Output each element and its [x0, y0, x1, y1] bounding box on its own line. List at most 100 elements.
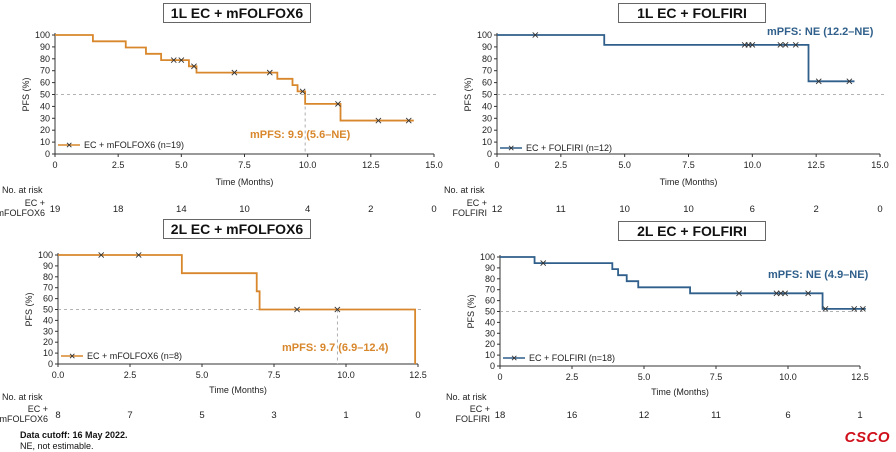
p1-censor-mark — [299, 88, 306, 95]
p4-x-tick-label: 12.5 — [851, 372, 869, 382]
p2-y-axis-label: PFS (%) — [463, 77, 473, 111]
p2-risk-count: 12 — [492, 204, 503, 215]
p3-y-tick-label: 80 — [43, 272, 53, 282]
p2-median-pfs-label: mPFS: NE (12.2–NE) — [767, 26, 874, 38]
p1-risk-arm-label: mFOLFOX6 — [0, 208, 45, 218]
p3-risk-arm-label: mFOLFOX6 — [0, 414, 48, 424]
p4-risk-arm-label: FOLFIRI — [455, 414, 490, 424]
p3-risk-count: 3 — [271, 410, 276, 421]
p4-censor-mark — [859, 305, 866, 312]
p4-y-tick-label: 50 — [485, 307, 495, 317]
p4-x-tick-label: 2.5 — [566, 372, 579, 382]
p1-median-pfs-label: mPFS: 9.9 (5.6–NE) — [250, 129, 351, 141]
p3-y-tick-label: 40 — [43, 315, 53, 325]
p3-y-tick-label: 70 — [43, 283, 53, 293]
p1-legend-censor-icon — [66, 142, 72, 148]
p3-risk-count: 0 — [415, 410, 420, 421]
p1-risk-count: 18 — [113, 204, 124, 215]
p4-y-tick-label: 0 — [490, 361, 495, 371]
p2-y-tick-label: 80 — [482, 54, 492, 64]
p4-risk-arm-label: EC + — [470, 404, 490, 414]
p3-y-tick-label: 60 — [43, 294, 53, 304]
p3-legend-censor-icon — [69, 353, 75, 359]
p3-y-tick-label: 10 — [43, 348, 53, 358]
p1-censor-mark — [178, 57, 185, 64]
p4-censor-mark — [540, 260, 547, 267]
p1-censor-mark — [191, 63, 197, 70]
panel-title-1l-folfiri: 1L EC + FOLFIRI — [618, 3, 766, 23]
p2-risk-count: 10 — [619, 204, 630, 215]
p2-y-tick-label: 20 — [482, 125, 492, 135]
p2-y-tick-label: 10 — [482, 137, 492, 147]
p4-x-tick-label: 7.5 — [710, 372, 723, 382]
p1-y-tick-label: 90 — [40, 42, 50, 52]
p3-x-axis-label: Time (Months) — [209, 385, 267, 395]
p3-x-tick-label: 12.5 — [409, 370, 427, 380]
p1-risk-count: 0 — [431, 204, 436, 215]
p3-censor-mark — [135, 252, 142, 258]
p4-y-tick-label: 100 — [480, 252, 495, 262]
p4-x-axis-label: Time (Months) — [651, 387, 709, 397]
p3-censor-mark — [334, 306, 341, 313]
ne-footnote: NE, not estimable. — [20, 441, 94, 451]
p2-censor-mark — [792, 41, 799, 48]
csco-logo: CSCO — [844, 429, 890, 446]
p2-legend-censor-icon — [508, 145, 514, 151]
p3-median-pfs-label: mPFS: 9.7 (6.9–12.4) — [282, 342, 389, 354]
p2-censor-mark — [777, 41, 784, 48]
p3-y-tick-label: 30 — [43, 326, 53, 336]
p4-legend-censor-icon — [511, 355, 517, 361]
p2-censor-mark — [749, 41, 756, 48]
p4-x-tick-label: 10.0 — [779, 372, 797, 382]
p1-x-tick-label: 7.5 — [238, 160, 251, 170]
p2-y-tick-label: 70 — [482, 66, 492, 76]
p2-censor-mark — [532, 32, 539, 38]
p1-y-tick-label: 40 — [40, 101, 50, 111]
p1-risk-count: 14 — [176, 204, 187, 215]
p1-y-tick-label: 10 — [40, 137, 50, 147]
p1-y-tick-label: 60 — [40, 78, 50, 88]
p4-censor-mark — [782, 290, 789, 297]
p2-legend-label: EC + FOLFIRI (n=12) — [526, 143, 612, 153]
p1-censor-mark — [231, 69, 238, 76]
p3-x-tick-label: 7.5 — [268, 370, 281, 380]
p2-x-tick-label: 12.5 — [807, 160, 825, 170]
p2-risk-arm-label: FOLFIRI — [452, 208, 487, 218]
p2-y-tick-label: 0 — [487, 149, 492, 159]
p1-censor-mark — [335, 100, 341, 107]
p3-x-tick-label: 10.0 — [337, 370, 355, 380]
p1-x-tick-label: 12.5 — [362, 160, 380, 170]
p1-x-tick-label: 5.0 — [175, 160, 188, 170]
p2-risk-title: No. at risk — [444, 185, 485, 195]
p4-censor-mark — [773, 290, 780, 297]
p2-x-tick-label: 5.0 — [618, 160, 631, 170]
p1-y-tick-label: 100 — [35, 30, 50, 40]
p3-x-tick-label: 0.0 — [52, 370, 65, 380]
p4-legend-label: EC + FOLFIRI (n=18) — [529, 353, 615, 363]
p3-risk-count: 7 — [127, 410, 132, 421]
p2-x-tick-label: 15.0 — [871, 160, 889, 170]
p1-censor-mark — [266, 69, 273, 76]
p3-risk-count: 1 — [343, 410, 348, 421]
p2-x-tick-label: 0 — [494, 160, 499, 170]
p1-risk-count: 2 — [368, 204, 373, 215]
p4-risk-count: 18 — [495, 410, 506, 421]
p2-censor-mark — [815, 78, 822, 85]
p1-y-tick-label: 20 — [40, 125, 50, 135]
p1-risk-title: No. at risk — [2, 185, 43, 195]
p2-risk-count: 6 — [750, 204, 755, 215]
p4-risk-count: 6 — [785, 410, 790, 421]
p2-y-tick-label: 100 — [477, 30, 492, 40]
p1-y-tick-label: 50 — [40, 90, 50, 100]
p4-y-tick-label: 20 — [485, 339, 495, 349]
p1-y-tick-label: 80 — [40, 54, 50, 64]
p2-y-tick-label: 60 — [482, 78, 492, 88]
p2-risk-count: 11 — [556, 204, 566, 215]
p3-y-axis-label: PFS (%) — [24, 292, 34, 326]
p3-y-tick-label: 100 — [38, 250, 53, 260]
p3-legend-label: EC + mFOLFOX6 (n=8) — [87, 351, 182, 361]
p2-x-tick-label: 7.5 — [682, 160, 695, 170]
p2-x-tick-label: 10.0 — [744, 160, 762, 170]
p3-risk-count: 8 — [55, 410, 60, 421]
